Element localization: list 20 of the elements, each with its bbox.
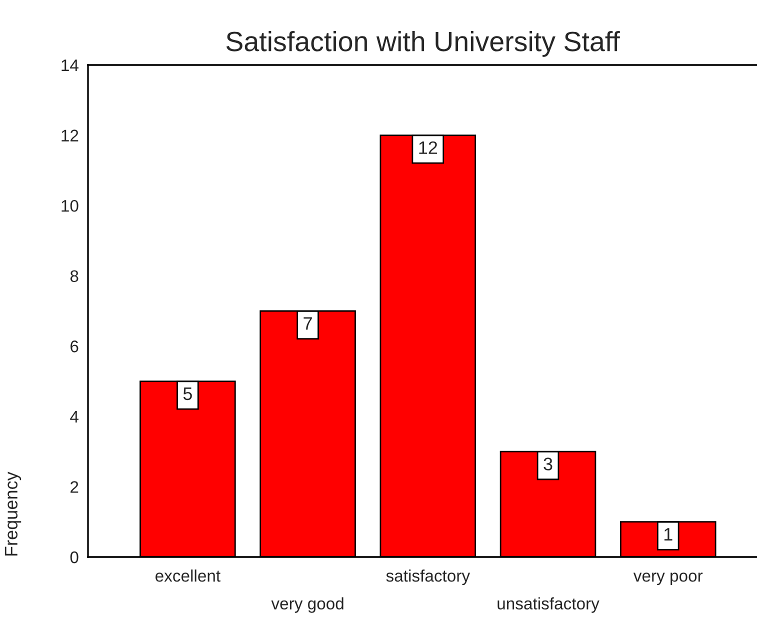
y-tick-label: 12 — [62, 130, 78, 142]
x-tick-label: unsatisfactory — [498, 597, 600, 613]
y-tick-label: 10 — [62, 200, 78, 212]
x-tick-label: satisfactory — [386, 570, 470, 586]
y-tick-label: 6 — [70, 340, 78, 352]
x-tick-label: very good — [271, 597, 344, 613]
data-label: 1 — [664, 528, 672, 540]
y-tick-label: 4 — [70, 411, 78, 422]
y-axis-title: Frequency — [4, 472, 22, 556]
x-tick-label: excellent — [156, 570, 220, 582]
data-label: 5 — [183, 388, 192, 400]
y-tick-label: 14 — [62, 60, 78, 72]
y-tick-label: 8 — [70, 270, 78, 282]
data-label: 12 — [419, 141, 438, 154]
y-tick-label: 0 — [70, 551, 78, 564]
chart-title: Satisfaction with University Staff — [226, 30, 620, 57]
x-tick-label: very poor — [633, 572, 703, 586]
y-tick-label: 2 — [70, 481, 78, 493]
data-label: 3 — [544, 458, 552, 470]
data-label: 7 — [304, 317, 312, 330]
